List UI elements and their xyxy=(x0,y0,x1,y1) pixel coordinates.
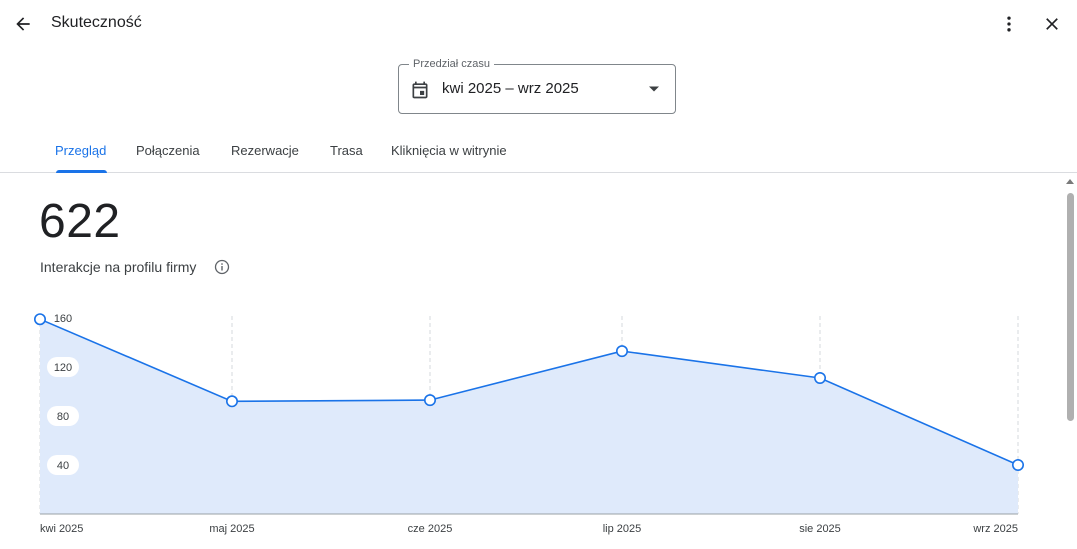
page-title: Skuteczność xyxy=(51,14,142,31)
y-tick-pill xyxy=(47,357,79,377)
x-tick-label: kwi 2025 xyxy=(40,523,83,535)
tab-directions[interactable]: Trasa xyxy=(330,143,363,158)
scroll-up-arrow-icon[interactable] xyxy=(1065,177,1075,185)
info-icon[interactable] xyxy=(214,259,230,275)
date-range-label: Przedział czasu xyxy=(409,58,495,70)
y-tick-pill xyxy=(47,455,79,475)
x-tick-label: maj 2025 xyxy=(209,523,254,535)
back-button[interactable] xyxy=(7,8,39,40)
tab-bookings[interactable]: Rezerwacje xyxy=(231,143,299,158)
area-fill xyxy=(40,319,1018,514)
y-tick-label: 40 xyxy=(57,460,69,472)
close-button[interactable] xyxy=(1036,8,1068,40)
data-point xyxy=(226,395,239,408)
series-line xyxy=(39,318,1019,466)
y-tick-label: 80 xyxy=(57,411,69,423)
arrow-back-icon xyxy=(16,17,30,31)
dropdown-arrow-icon xyxy=(649,86,659,92)
data-point xyxy=(813,372,826,385)
scrollbar[interactable] xyxy=(1063,173,1077,549)
x-tick-label: wrz 2025 xyxy=(972,523,1018,535)
tab-website-clicks[interactable]: Kliknięcia w witrynie xyxy=(391,143,507,158)
scroll-thumb[interactable] xyxy=(1067,193,1074,421)
tab-calls[interactable]: Połączenia xyxy=(136,143,200,158)
data-point xyxy=(1011,459,1024,472)
data-point xyxy=(423,394,436,407)
more-vert-icon xyxy=(1007,16,1011,32)
y-tick-label: 120 xyxy=(54,362,72,374)
date-range-select[interactable]: Przedział czasu kwi 2025 – wrz 2025 xyxy=(398,58,676,114)
data-point xyxy=(33,313,46,326)
top-bar: Skuteczność xyxy=(0,0,1077,48)
x-tick-label: lip 2025 xyxy=(603,523,642,535)
data-point xyxy=(615,345,628,358)
active-tab-indicator xyxy=(56,170,107,173)
interactions-chart: 40 80 120 160 kwi 2025 maj 2025 cze 2025 lip 20… xyxy=(33,313,1024,535)
interactions-total: 622 xyxy=(39,195,121,248)
tab-bar: Przegląd Połączenia Rezerwacje Trasa Kli… xyxy=(0,130,1077,173)
more-options-button[interactable] xyxy=(993,8,1025,40)
x-tick-label: cze 2025 xyxy=(408,523,453,535)
x-tick-label: sie 2025 xyxy=(799,523,841,535)
y-tick-pill xyxy=(47,406,79,426)
close-icon xyxy=(1046,18,1058,30)
interactions-label: Interakcje na profilu firmy xyxy=(40,259,197,275)
date-range-value: kwi 2025 – wrz 2025 xyxy=(442,80,579,97)
tab-overview[interactable]: Przegląd xyxy=(55,143,107,158)
calendar-icon xyxy=(412,81,428,99)
y-tick-label: 160 xyxy=(54,313,72,325)
